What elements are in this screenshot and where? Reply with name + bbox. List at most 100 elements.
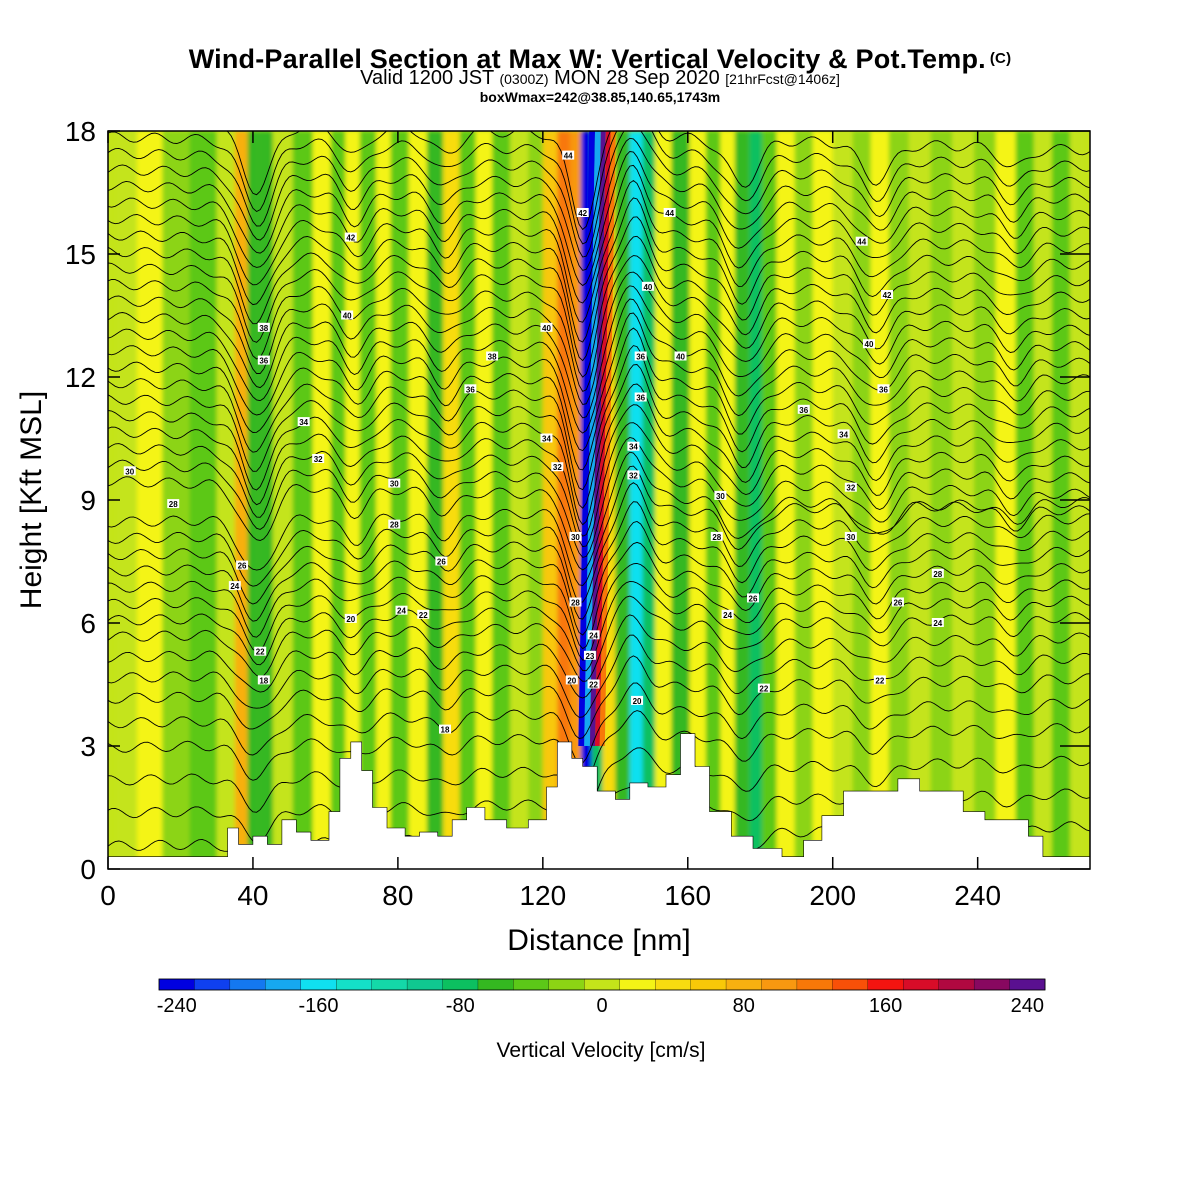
contour-label: 28 [167,499,180,509]
velocity-column [528,131,543,869]
contour-label-text: 28 [571,599,580,608]
colorbar-swatch [336,978,373,991]
contour-label: 38 [486,351,499,362]
velocity-column [720,131,735,869]
colorbar-tick-label: -240 [157,995,197,1017]
theta-contour-line [108,451,1090,571]
contour-label-bg [931,568,944,578]
y-tick-label: 0 [80,854,96,885]
theta-contour-line [108,327,1090,471]
velocity-column [408,131,427,869]
velocity-column [705,131,721,869]
contour-label-text: 22 [256,648,265,657]
colorbar-swatch [903,978,940,991]
contour-label-text: 40 [343,312,352,321]
y-tick-label: 3 [80,731,96,762]
colorbar-swatch [761,978,798,991]
velocity-column [852,131,871,869]
contour-label-bg [877,384,890,394]
contour-label-bg [583,650,596,660]
contour-label-bg [837,429,850,439]
contour-label-bg [297,417,310,427]
contour-label: 20 [565,675,578,685]
colorbar-swatch [265,978,302,991]
x-tick-label: 160 [664,880,711,911]
contour-label-bg [551,462,564,472]
contour-label: 22 [587,679,600,690]
contour-label: 44 [562,150,575,161]
updraft-core-band [599,131,616,746]
contour-label: 26 [747,593,760,603]
contour-label: 24 [228,581,241,591]
contour-label-bg [236,560,249,570]
theta-contour-line [108,271,1090,406]
contour-label-text: 40 [865,340,874,349]
contour-label-text: 42 [346,234,355,243]
contour-label: 24 [395,605,408,616]
updraft-core-band [589,131,606,746]
copyright-mark: (C) [989,50,1012,67]
contour-label-text: 24 [397,607,406,616]
colorbar-swatch [584,978,621,991]
velocity-column [292,131,313,869]
contour-label-bg [663,208,676,217]
colorbar-swatch [548,978,585,991]
theta-contour-line [108,255,1090,392]
contour-label-bg [344,613,357,623]
velocity-column [655,131,672,869]
colorbar: -240 -160 -80 0 80 160 240 [157,978,1046,1017]
valid-time-label: Valid 1200 JST [360,67,494,89]
theta-contour-line [108,521,1090,636]
contour-label-bg [540,433,553,443]
velocity-column [459,131,476,869]
theta-contour-line [108,614,1090,699]
velocity-column [832,131,853,869]
contour-label-bg [254,646,267,656]
colorbar-swatch [158,978,195,991]
contour-label-text: 36 [636,394,645,403]
theta-contour-line [108,634,1090,718]
theta-contour-line [108,482,1090,603]
velocity-column [734,131,750,869]
contour-label-text: 38 [259,324,268,333]
contour-label-text: 30 [571,533,580,542]
contour-label-bg [747,593,760,603]
theta-contour-line [108,595,1090,682]
theta-contour-line [108,179,1090,323]
contour-label-bg [757,683,770,693]
contour-label-text: 30 [846,533,855,542]
velocity-column [794,131,813,869]
x-axis-title: Distance [nm] [507,924,690,957]
x-tick-label: 240 [954,880,1001,911]
contour-label-text: 38 [488,353,497,362]
contour-label-text: 42 [578,209,587,218]
contour-label: 28 [569,597,582,608]
potential-temperature-contours [108,131,1090,869]
contour-label-bg [417,609,430,619]
contour-label-text: 32 [629,471,638,480]
contour-label-text: 36 [636,353,645,362]
contour-label: 34 [297,417,310,427]
contour-label-bg [587,679,600,689]
velocity-column [312,131,331,869]
velocity-column [443,131,460,869]
contour-label: 30 [388,478,401,489]
contour-label-text: 18 [441,726,450,735]
contour-label: 42 [344,232,357,243]
contour-label: 40 [341,310,354,321]
theta-contour-line [108,151,1090,287]
contour-label: 24 [721,609,734,620]
colorbar-swatch [832,978,869,991]
contour-label-text: 28 [933,570,942,579]
contour-label-text: 32 [553,463,562,472]
x-tick-label: 120 [519,880,566,911]
contour-label-bg [569,597,582,607]
theta-contour-line [108,562,1090,661]
contour-label-bg [257,675,270,685]
theta-contour-line [108,465,1090,586]
theta-contour-line [108,383,1090,526]
contour-label-bg [486,351,499,361]
theta-contour-line [108,216,1090,362]
theta-contour-line [108,501,1090,620]
colorbar-tick-label: -160 [298,995,338,1017]
